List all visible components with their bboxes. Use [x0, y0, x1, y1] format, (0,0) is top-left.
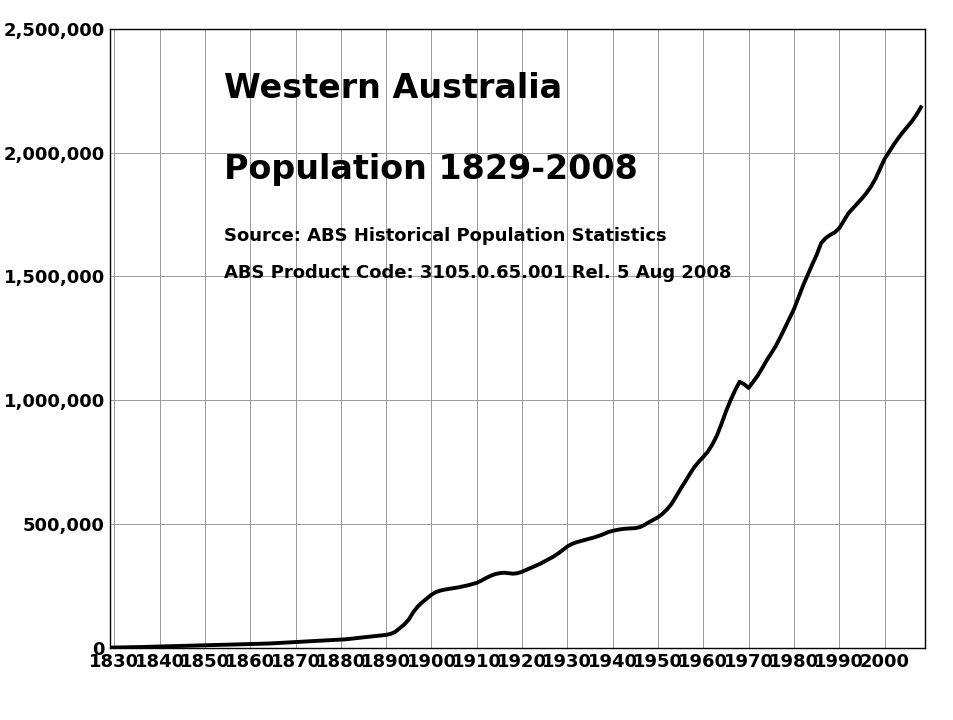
Text: Population 1829-2008: Population 1829-2008 — [224, 153, 638, 186]
Text: Western Australia: Western Australia — [224, 72, 561, 105]
Text: Source: ABS Historical Population Statistics: Source: ABS Historical Population Statis… — [224, 227, 666, 245]
Text: ABS Product Code: 3105.0.65.001 Rel. 5 Aug 2008: ABS Product Code: 3105.0.65.001 Rel. 5 A… — [224, 264, 731, 282]
